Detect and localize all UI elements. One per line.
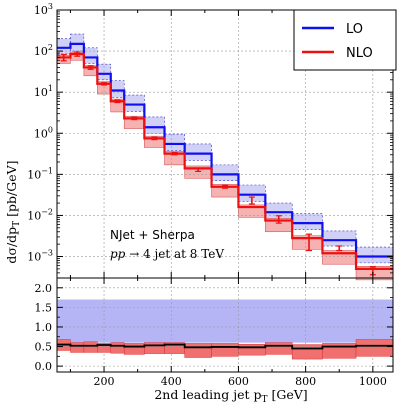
ratio-nlo-band-bin [355,339,394,357]
ratio-y-tick-label: 0.5 [35,341,53,354]
ratio-lo-band [57,299,393,343]
lo-band-bin [355,246,394,264]
y-tick-label: 100 [34,125,53,140]
y-tick-label-base: 10 [27,209,41,222]
ratio-nlo-band-bin [70,342,85,353]
annotation-process-pp: pp [110,247,126,261]
x-tick-label: 400 [161,375,182,388]
x-tick-label: 1000 [359,375,387,388]
ratio-nlo-band-bin [110,342,125,354]
legend-nlo-label: NLO [346,46,373,61]
ratio-plot-frame [56,277,394,373]
y-tick-label-exponent: 2 [48,43,53,52]
y-tick-label-base: 10 [34,45,48,58]
ratio-nlo-band-bin [238,343,266,356]
lo-band-bin [110,80,125,98]
y-tick-label: 10−1 [27,166,53,181]
x-tick-label: 200 [94,375,115,388]
y-axis-label-unit: [pb/GeV] [4,160,19,220]
y-tick-label: 10−2 [27,207,53,222]
ratio-y-tick-label: 1.0 [35,321,53,334]
y-axis-label-sub: T [12,221,22,227]
lo-band-bin [70,33,85,52]
lo-band-bin [164,133,185,151]
y-tick-label-exponent: −1 [41,166,53,175]
lo-band-bin [56,38,71,55]
y-tick-label-base: 10 [27,251,41,264]
y-tick-label-exponent: −2 [41,207,53,216]
ratio-y-tick-label: 1.5 [35,301,53,314]
y-axis-label-main: dσ/dp [4,227,19,264]
annotation-generator: NJet + Sherpa [110,228,195,242]
ratio-nlo-band-bin [83,341,98,353]
y-tick-label-base: 10 [34,127,48,140]
ratio-nlo-band-bin [322,343,357,359]
y-tick-label-base: 10 [34,4,48,17]
ratio-nlo-band-bin [184,343,212,358]
ratio-y-tick-label: 0.0 [35,360,53,373]
legend: LO NLO [293,9,397,71]
lo-band-bin [322,230,357,247]
y-tick-label-base: 10 [34,86,48,99]
lo-series-line [57,42,393,258]
y-tick-label-exponent: 0 [48,125,53,134]
y-tick-label-exponent: 1 [48,84,53,93]
y-tick-label: 103 [34,2,53,17]
ratio-panel: 0.0 0.5 1.0 1.5 2.0 200 400 600 800 1000 [35,277,394,388]
x-axis-label-sub: T [261,395,267,405]
lo-band-bin [211,164,239,182]
legend-frame [293,9,397,71]
ratio-nlo-band-bin [265,342,293,355]
lo-band-bin [291,213,323,230]
y-tick-label: 10−3 [27,249,53,264]
y-tick-label: 101 [34,84,53,99]
annotation-process-rest: → 4 jet at 8 TeV [125,247,224,261]
y-tick-label: 102 [34,43,53,58]
lo-band-bin [83,47,98,64]
lo-band-bin [144,116,165,134]
ratio-nlo-band-bin [144,342,165,354]
ratio-line [57,343,393,350]
x-axis-label: 2nd leading jet pT [GeV] [154,387,307,405]
lo-band-bin [123,94,145,112]
ratio-y-tick-label: 2.0 [35,282,53,295]
y-tick-label-exponent: 3 [48,2,53,11]
x-tick-label: 800 [295,375,316,388]
y-tick-label-exponent: −3 [41,249,53,258]
x-axis-label-unit: [GeV] [268,387,308,402]
x-tick-label: 600 [228,375,249,388]
ratio-nlo-band-bin [123,343,145,355]
x-axis-label-main: 2nd leading jet p [154,387,261,402]
y-tick-label-base: 10 [27,168,41,181]
lo-band-bin [184,143,212,161]
annotation-process: pp → 4 jet at 8 TeV [110,247,224,261]
legend-lo-label: LO [346,22,363,37]
ratio-nlo-band-bin [211,343,239,357]
y-axis-label: dσ/dpT [pb/GeV] [4,160,22,263]
